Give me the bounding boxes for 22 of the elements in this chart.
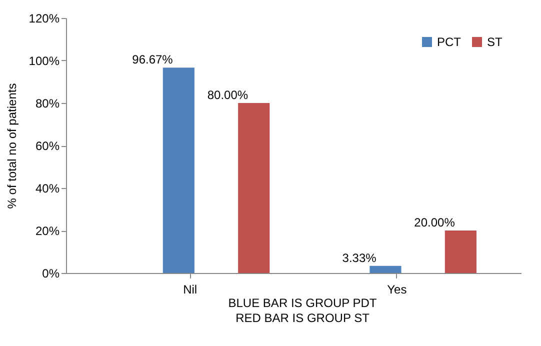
bar (370, 266, 402, 273)
bar (444, 230, 476, 273)
data-label: 20.00% (414, 216, 456, 230)
x-tick-label: Nil (183, 282, 198, 296)
y-tick-label: 100% (28, 54, 60, 68)
data-label: 3.33% (342, 250, 377, 265)
y-tick-label: 80% (35, 96, 60, 110)
y-tick-label: 40% (35, 182, 60, 196)
data-label: 96.67% (132, 52, 174, 67)
y-tick-label: 60% (35, 139, 60, 153)
legend-label: PCT (437, 35, 462, 49)
x-tick-label: Yes (387, 282, 407, 296)
y-tick-label: 20% (35, 224, 60, 238)
bar (162, 68, 194, 273)
y-tick-label: 0% (42, 266, 60, 280)
legend-label: ST (487, 35, 504, 49)
y-axis-title: % of total no of patients (4, 83, 19, 209)
data-label: 80.00% (207, 88, 248, 102)
y-tick-label: 120% (28, 12, 60, 26)
text: RED BAR IS GROUP ST (234, 311, 370, 326)
bar (238, 103, 270, 273)
text: BLUE BAR IS GROUP PDT (227, 296, 378, 311)
